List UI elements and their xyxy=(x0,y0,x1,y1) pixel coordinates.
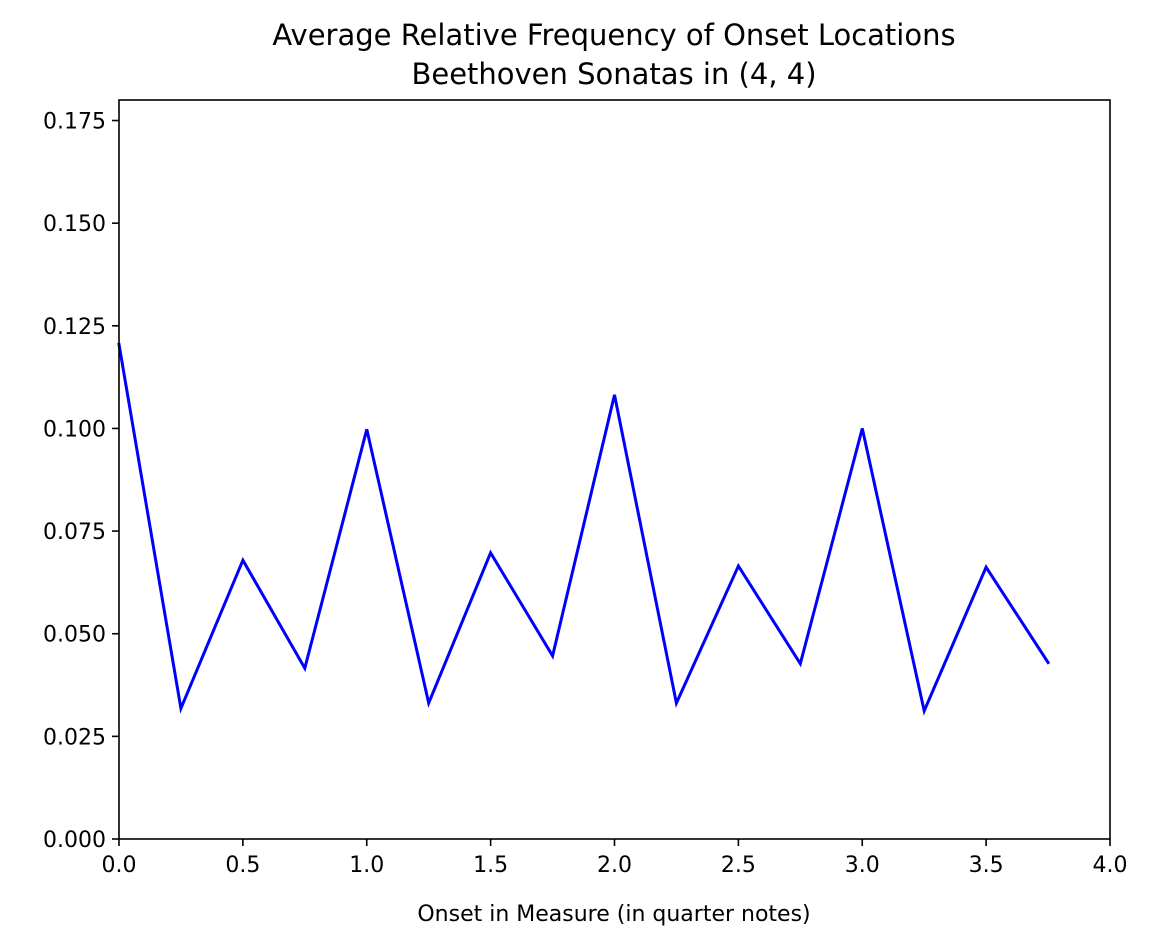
y-tick-label: 0.100 xyxy=(43,417,106,442)
y-tick-label: 0.175 xyxy=(43,110,106,135)
x-axis-label: Onset in Measure (in quarter notes) xyxy=(417,902,810,927)
y-tick-label: 0.150 xyxy=(43,212,106,237)
y-tick-label: 0.075 xyxy=(43,520,106,545)
x-tick-label: 3.0 xyxy=(845,853,880,878)
chart-subtitle: Beethoven Sonatas in (4, 4) xyxy=(411,57,816,91)
y-tick-label: 0.025 xyxy=(43,725,106,750)
y-tick-label: 0.050 xyxy=(43,623,106,648)
x-tick-label: 0.5 xyxy=(225,853,260,878)
y-tick-label: 0.125 xyxy=(43,315,106,340)
x-tick-label: 1.0 xyxy=(349,853,384,878)
x-tick-label: 0.0 xyxy=(102,853,137,878)
x-tick-label: 2.0 xyxy=(597,853,632,878)
x-tick-label: 1.5 xyxy=(473,853,508,878)
y-tick-label: 0.000 xyxy=(43,828,106,853)
x-tick-label: 3.5 xyxy=(969,853,1004,878)
x-tick-label: 2.5 xyxy=(721,853,756,878)
chart-title: Average Relative Frequency of Onset Loca… xyxy=(272,18,955,52)
x-tick-label: 4.0 xyxy=(1093,853,1128,878)
